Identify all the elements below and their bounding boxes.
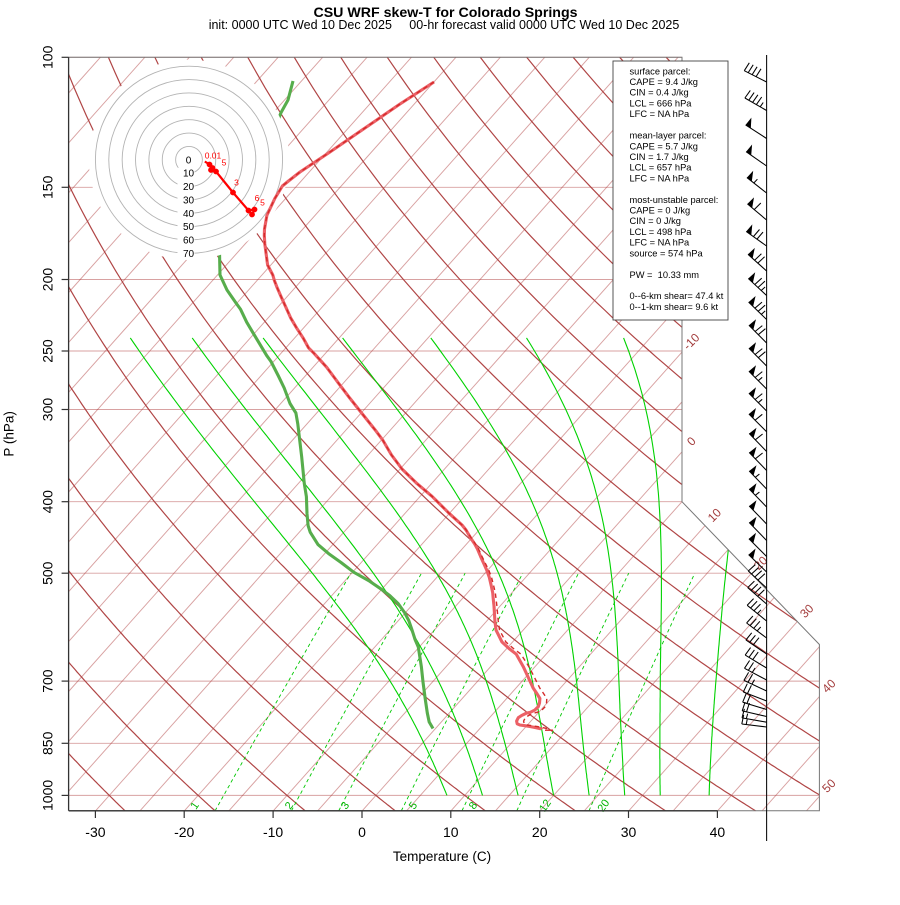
svg-text:CIN = 0 J/kg: CIN = 0 J/kg: [630, 216, 681, 226]
svg-text:500: 500: [40, 561, 56, 585]
svg-text:most-unstable parcel:: most-unstable parcel:: [630, 195, 719, 205]
svg-text:LFC = NA hPa: LFC = NA hPa: [630, 238, 691, 248]
svg-text:700: 700: [40, 669, 56, 693]
svg-text:0--6-km shear= 47.4 kt: 0--6-km shear= 47.4 kt: [630, 291, 724, 301]
svg-text:LCL = 666 hPa: LCL = 666 hPa: [630, 98, 693, 108]
svg-text:-30: -30: [85, 824, 105, 840]
svg-text:200: 200: [40, 268, 56, 292]
svg-text:40: 40: [183, 209, 195, 220]
svg-text:30: 30: [183, 195, 195, 206]
svg-text:60: 60: [183, 236, 195, 247]
svg-text:5: 5: [260, 198, 265, 208]
svg-text:LFC = NA hPa: LFC = NA hPa: [630, 173, 691, 183]
svg-text:20: 20: [532, 824, 548, 840]
svg-text:3: 3: [234, 178, 239, 188]
svg-text:8: 8: [467, 800, 480, 812]
svg-text:250: 250: [40, 339, 56, 363]
svg-text:3: 3: [339, 800, 352, 812]
svg-text:Temperature (C): Temperature (C): [393, 849, 491, 864]
svg-text:CAPE = 9.4 J/kg: CAPE = 9.4 J/kg: [630, 77, 698, 87]
svg-text:source = 574 hPa: source = 574 hPa: [630, 248, 704, 258]
svg-text:20: 20: [183, 182, 195, 193]
svg-text:2: 2: [283, 800, 296, 812]
svg-text:100: 100: [40, 45, 56, 69]
svg-text:init: 0000 UTC Wed 10 Dec 2025: init: 0000 UTC Wed 10 Dec 2025 00-hr for…: [209, 18, 680, 32]
svg-text:150: 150: [40, 175, 56, 199]
svg-text:70: 70: [183, 249, 195, 260]
svg-text:CAPE = 5.7 J/kg: CAPE = 5.7 J/kg: [630, 141, 698, 151]
svg-text:10: 10: [183, 169, 195, 180]
svg-text:0: 0: [358, 824, 366, 840]
svg-text:P (hPa): P (hPa): [2, 411, 17, 457]
svg-text:LFC = NA hPa: LFC = NA hPa: [630, 109, 691, 119]
svg-text:1: 1: [188, 800, 201, 812]
svg-text:0: 0: [186, 155, 192, 166]
svg-text:0.01: 0.01: [205, 151, 222, 161]
svg-text:5: 5: [407, 800, 420, 812]
svg-text:LCL = 498 hPa: LCL = 498 hPa: [630, 227, 693, 237]
svg-text:400: 400: [40, 490, 56, 514]
svg-text:mean-layer parcel:: mean-layer parcel:: [630, 131, 707, 141]
svg-text:CSU WRF skew-T for Colorado Sp: CSU WRF skew-T for Colorado Springs: [313, 5, 577, 21]
svg-text:CIN = 1.7 J/kg: CIN = 1.7 J/kg: [630, 152, 689, 162]
svg-text:5: 5: [222, 158, 227, 168]
svg-text:-20: -20: [174, 824, 194, 840]
svg-text:1000: 1000: [40, 780, 56, 811]
svg-text:LCL = 657 hPa: LCL = 657 hPa: [630, 163, 693, 173]
svg-text:50: 50: [183, 222, 195, 233]
svg-text:CAPE = 0 J/kg: CAPE = 0 J/kg: [630, 206, 691, 216]
svg-text:-10: -10: [263, 824, 283, 840]
svg-text:40: 40: [710, 824, 726, 840]
svg-text:PW = 10.33 mm: PW = 10.33 mm: [630, 270, 700, 280]
svg-text:30: 30: [621, 824, 637, 840]
svg-text:surface parcel:: surface parcel:: [630, 66, 691, 76]
svg-text:CIN = 0.4 J/kg: CIN = 0.4 J/kg: [630, 88, 689, 98]
svg-text:6: 6: [255, 193, 260, 203]
svg-text:850: 850: [40, 731, 56, 755]
svg-text:300: 300: [40, 398, 56, 422]
svg-text:0--1-km shear= 9.6 kt: 0--1-km shear= 9.6 kt: [630, 302, 719, 312]
svg-text:10: 10: [443, 824, 459, 840]
